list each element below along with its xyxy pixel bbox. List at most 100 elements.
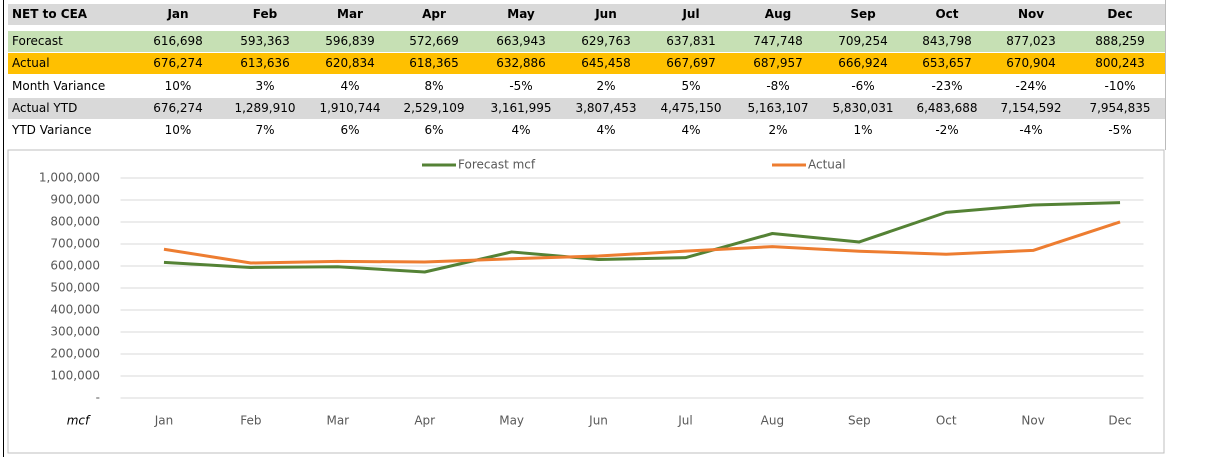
legend-label: Actual (808, 158, 846, 172)
table-header: NET to CEA Jan Feb Mar Apr May Jun Jul Aug Sep Oct… (8, 4, 1165, 25)
table-cell: 666,924 (838, 56, 888, 70)
table-row: Month Variance 10% 3% 4% 8% -5% 2% 5% -8% -6% -23%… (8, 76, 1165, 97)
table-cell: Dec (1107, 7, 1133, 21)
x-tick-label: Aug (761, 414, 784, 428)
table-cell: Oct (935, 7, 959, 21)
table-cell: 3% (255, 79, 275, 93)
table-cell: 6% (424, 123, 444, 137)
table-cell: 687,957 (753, 56, 803, 70)
x-tick-label: Jul (677, 414, 692, 428)
table-cell: 676,274 (153, 56, 203, 70)
left-border (3, 0, 4, 457)
table-cell: 4% (596, 123, 616, 137)
x-tick-label: Apr (414, 414, 435, 428)
x-tick-label: Feb (240, 414, 261, 428)
table-cell: Month Variance (12, 79, 106, 93)
table-cell: 572,669 (409, 34, 459, 48)
table-cell: 6,483,688 (916, 101, 978, 115)
table-cell: 7,154,592 (1000, 101, 1062, 115)
table-cell: Mar (337, 7, 363, 21)
table-cell: 2% (596, 79, 616, 93)
table-cell: 7% (255, 123, 275, 137)
table-cell: 629,763 (581, 34, 631, 48)
y-tick-label: - (96, 391, 100, 405)
table-cell: 632,886 (496, 56, 546, 70)
table-cell: 593,363 (240, 34, 290, 48)
table-cell: 645,458 (581, 56, 631, 70)
table-cell: Jul (682, 7, 700, 21)
y-tick-label: 900,000 (50, 193, 100, 207)
table-cell: 843,798 (922, 34, 972, 48)
table-cell: Actual YTD (12, 101, 78, 115)
x-tick-label: Dec (1108, 414, 1131, 428)
table-cell: 1% (853, 123, 873, 137)
table-cell: 3,161,995 (490, 101, 552, 115)
table-row: Actual 676,274 613,636 620,834 618,365 632,88… (8, 53, 1165, 74)
table-cell: 877,023 (1006, 34, 1056, 48)
table-cell: 10% (164, 123, 192, 137)
table-cell: Jun (595, 7, 617, 21)
table-row: Actual YTD 676,274 1,289,910 1,910,744 2,529… (8, 98, 1165, 119)
series-line (163, 201, 1121, 274)
table-row: YTD Variance 10% 7% 6% 6% 4% 4% 4% 2% 1% -2% -4% -5% (8, 120, 1165, 141)
x-tick-label: Sep (848, 414, 871, 428)
table-cell: 709,254 (838, 34, 888, 48)
table-cell: -5% (509, 79, 533, 93)
y-tick-label: 500,000 (50, 281, 100, 295)
table-cell: 4% (511, 123, 531, 137)
series-line (163, 220, 1121, 265)
table-cell: NET to CEA (12, 7, 88, 21)
table-cell: 800,243 (1095, 56, 1145, 70)
table-cell: 10% (164, 79, 192, 93)
table-cell: 4% (681, 123, 701, 137)
table-cell: 620,834 (325, 56, 375, 70)
table-cell: -2% (935, 123, 959, 137)
chart-frame (7, 149, 1165, 454)
table-cell: Feb (252, 7, 278, 21)
table-cell: 7,954,835 (1089, 101, 1151, 115)
table-cell: 596,839 (325, 34, 375, 48)
y-tick-label: 300,000 (50, 325, 100, 339)
table-cell: 1,289,910 (234, 101, 296, 115)
table-cell: -8% (766, 79, 790, 93)
table-row: Forecast 616,698 593,363 596,839 572,669 663,… (8, 31, 1165, 52)
legend-label: Forecast mcf (458, 158, 536, 172)
table-cell: -23% (931, 79, 963, 93)
table-cell: Jan (167, 7, 189, 21)
y-tick-label: 200,000 (50, 347, 100, 361)
table-cell: 5% (681, 79, 701, 93)
table-cell: 637,831 (666, 34, 716, 48)
table-cell: Nov (1017, 7, 1045, 21)
x-tick-label: May (499, 414, 524, 428)
table-cell: Forecast (12, 34, 63, 48)
table-cell: 618,365 (409, 56, 459, 70)
table-cell: YTD Variance (12, 123, 92, 137)
table-cell: 4,475,150 (660, 101, 722, 115)
table-cell: 616,698 (153, 34, 203, 48)
x-tick-label: Jan (154, 414, 174, 428)
table-cell: 4% (340, 79, 360, 93)
table-cell: 670,904 (1006, 56, 1056, 70)
table-cell: Actual (12, 56, 50, 70)
table-border (1165, 0, 1166, 150)
table-cell: 747,748 (753, 34, 803, 48)
table-cell: 613,636 (240, 56, 290, 70)
y-tick-label: 700,000 (50, 237, 100, 251)
table-cell: -4% (1019, 123, 1043, 137)
y-tick-label: 600,000 (50, 259, 100, 273)
table-cell: May (507, 7, 535, 21)
table-cell: 2% (768, 123, 788, 137)
table-cell: 5,830,031 (832, 101, 894, 115)
table-cell: 663,943 (496, 34, 546, 48)
x-tick-label: Oct (936, 414, 957, 428)
table-cell: 2,529,109 (403, 101, 465, 115)
axis-title: mcf (67, 414, 91, 428)
y-tick-label: 800,000 (50, 215, 100, 229)
table-cell: Sep (850, 7, 876, 21)
table-cell: 676,274 (153, 101, 203, 115)
y-tick-label: 400,000 (50, 303, 100, 317)
x-tick-label: Mar (326, 414, 349, 428)
x-tick-label: Nov (1021, 414, 1044, 428)
